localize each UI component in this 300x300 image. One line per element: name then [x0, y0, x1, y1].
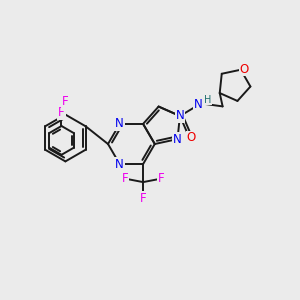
Text: F: F [62, 94, 69, 108]
Text: O: O [187, 131, 196, 144]
Text: H: H [204, 95, 211, 105]
Text: F: F [158, 172, 164, 185]
Text: N: N [176, 110, 184, 122]
Text: N: N [115, 117, 124, 130]
Text: F: F [140, 192, 146, 205]
Text: N: N [173, 133, 182, 146]
Text: F: F [58, 106, 65, 119]
Text: N: N [115, 158, 124, 171]
Text: O: O [240, 63, 249, 76]
Text: N: N [194, 98, 203, 110]
Text: F: F [122, 172, 128, 185]
